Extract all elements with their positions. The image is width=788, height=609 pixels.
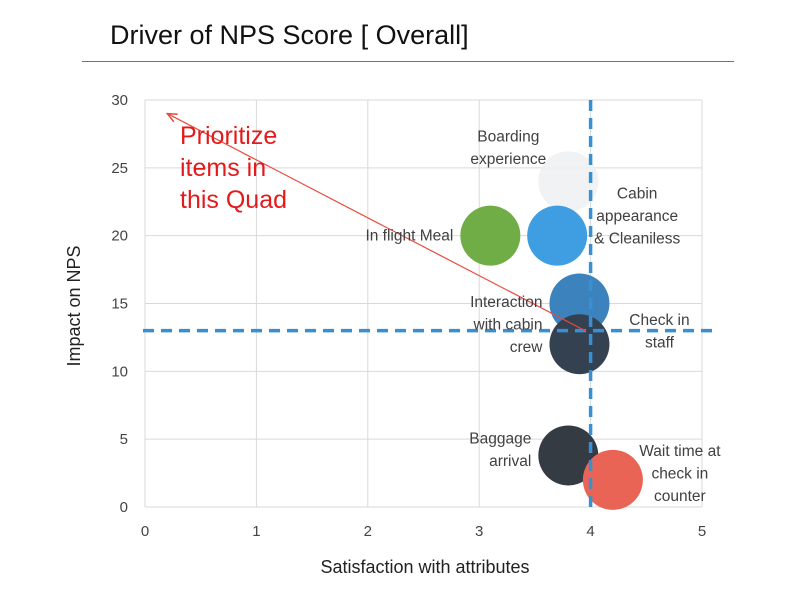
bubble — [527, 205, 588, 266]
bubble-label: Cabin appearance & Cleaniless — [594, 186, 680, 248]
x-tick-label: 0 — [141, 523, 149, 540]
bubble-label: Wait time at check in counter — [639, 443, 721, 505]
bubble-label: In flight Meal — [365, 228, 453, 245]
bubble — [460, 205, 521, 266]
y-tick-label: 10 — [111, 363, 128, 380]
y-tick-label: 5 — [120, 431, 128, 448]
x-axis-label: Satisfaction with attributes — [320, 557, 529, 577]
bubble-labels: Boarding experience In flight Meal Cabin app… — [180, 122, 721, 505]
y-tick-label: 25 — [111, 160, 128, 177]
y-tick-label: 0 — [120, 499, 128, 516]
x-tick-label: 2 — [364, 523, 372, 540]
x-tick-label: 4 — [586, 523, 594, 540]
bubble-label: Baggage arrival — [469, 430, 531, 470]
prioritize-callout: Prioritize items in this Quad — [180, 122, 287, 214]
y-tick-label: 20 — [111, 228, 128, 245]
tick-labels: 0 1 2 3 4 5 0 5 10 15 20 25 30 — [111, 92, 706, 540]
bubble-label: Check in staff — [629, 312, 689, 352]
annotations — [167, 114, 586, 332]
threshold-lines — [143, 100, 712, 507]
bubble — [538, 151, 599, 212]
slide-title: Driver of NPS Score [ Overall] — [110, 20, 469, 50]
bubble — [549, 314, 610, 375]
bubble — [538, 425, 599, 486]
bubble — [582, 449, 643, 510]
x-tick-label: 5 — [698, 523, 706, 540]
gridlines — [144, 99, 703, 508]
bubble-label: Interaction with cabin crew — [470, 294, 543, 356]
y-axis-label: Impact on NPS — [64, 245, 84, 366]
x-tick-label: 3 — [475, 523, 483, 540]
priority-arrow — [167, 114, 586, 332]
x-tick-label: 1 — [252, 523, 260, 540]
y-tick-label: 30 — [111, 92, 128, 109]
y-tick-label: 15 — [111, 296, 128, 313]
bubble-label: Boarding experience — [470, 128, 546, 168]
bubbles — [460, 151, 643, 510]
title-rule — [82, 61, 734, 62]
